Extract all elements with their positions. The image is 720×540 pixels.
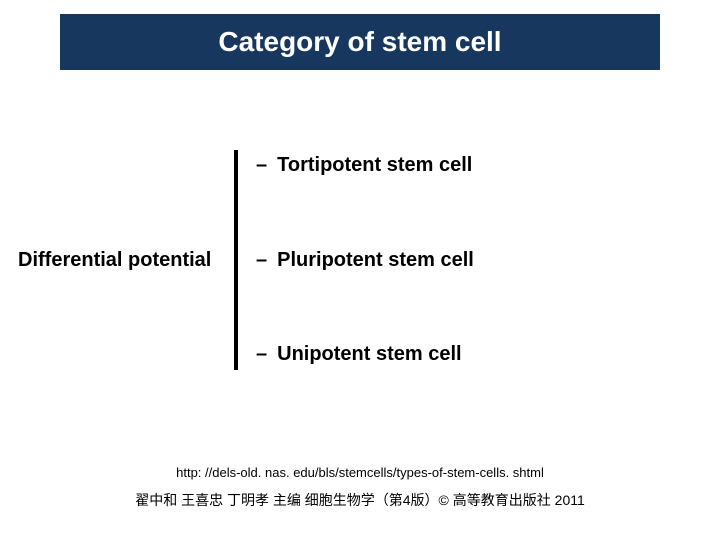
item-text: Tortipotent stem cell (277, 154, 472, 177)
item-text: Unipotent stem cell (277, 343, 461, 366)
slide: Category of stem cell Differential poten… (0, 0, 720, 540)
content-area: Differential potential – Tortipotent ste… (0, 150, 720, 370)
dash-icon: – (256, 249, 267, 272)
list-item: – Tortipotent stem cell (256, 154, 474, 177)
footer-citation: 翟中和 王喜忠 丁明孝 主编 细胞生物学（第4版）© 高等教育出版社 2011 (0, 490, 720, 510)
dash-icon: – (256, 154, 267, 177)
stem-cell-list: – Tortipotent stem cell – Pluripotent st… (256, 150, 474, 370)
vertical-divider (234, 150, 238, 370)
list-item: – Pluripotent stem cell (256, 249, 474, 272)
source-url: http: //dels-old. nas. edu/bls/stemcells… (0, 465, 720, 480)
slide-title: Category of stem cell (218, 26, 501, 58)
category-label: Differential potential (0, 249, 230, 272)
title-bar: Category of stem cell (60, 14, 660, 70)
dash-icon: – (256, 343, 267, 366)
list-item: – Unipotent stem cell (256, 343, 474, 366)
item-text: Pluripotent stem cell (277, 249, 474, 272)
